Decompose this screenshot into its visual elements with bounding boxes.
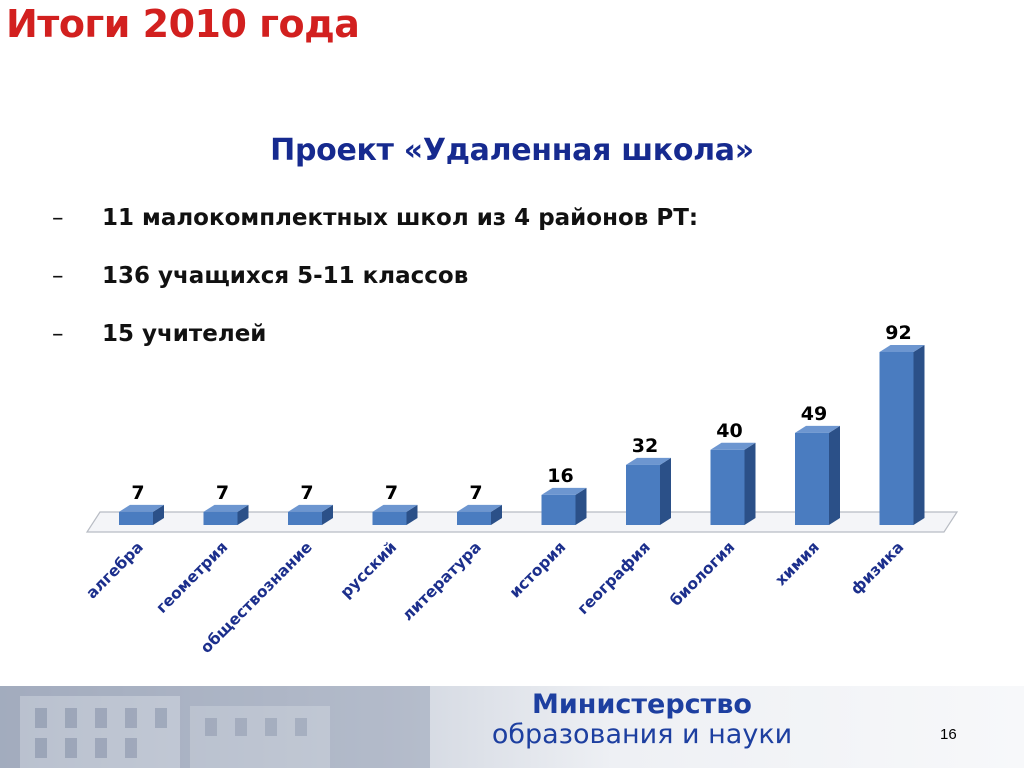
- bar: [372, 511, 407, 525]
- bullet-dash: –: [52, 205, 64, 231]
- bar-top: [119, 504, 164, 512]
- project-subtitle: Проект «Удаленная школа»: [270, 133, 754, 168]
- bar-side: [406, 504, 418, 525]
- bar-top: [879, 345, 925, 352]
- bar: [457, 511, 491, 525]
- bar-side: [575, 487, 587, 525]
- data-label: 16: [547, 465, 573, 487]
- category-label: литература: [399, 538, 485, 624]
- bar: [626, 464, 660, 525]
- bar-side: [913, 345, 925, 525]
- bar-side: [744, 442, 756, 525]
- bar: [710, 449, 745, 525]
- ministry-line-1: Министерство: [532, 689, 752, 720]
- bar: [541, 494, 576, 525]
- bar-top: [626, 457, 671, 465]
- bar-top: [541, 487, 587, 495]
- data-label: 7: [300, 482, 313, 504]
- category-label: биология: [667, 538, 739, 610]
- bar-top: [710, 442, 756, 450]
- bar: [119, 511, 153, 525]
- category-label: геометрия: [153, 538, 232, 617]
- data-label: 32: [632, 435, 658, 457]
- bar-side: [829, 425, 840, 525]
- data-label: 40: [716, 420, 742, 442]
- bar: [879, 352, 914, 525]
- bar-top: [795, 425, 840, 433]
- category-label: алгебра: [83, 538, 147, 602]
- bar-top: [203, 504, 249, 512]
- data-label: 7: [131, 482, 144, 504]
- category-label: география: [574, 538, 654, 618]
- ministry-line-2: образования и науки: [491, 719, 793, 750]
- bar-side: [491, 504, 502, 525]
- building-photo: [0, 686, 430, 768]
- bar-side: [660, 457, 671, 525]
- bar-top: [457, 504, 502, 512]
- bar: [795, 432, 829, 525]
- bar-side: [322, 504, 333, 525]
- bar: [203, 511, 238, 525]
- subject-bar-chart: 7алгебра7геометрия7обществознание7русски…: [83, 322, 959, 657]
- bar-side: [237, 504, 249, 525]
- category-label: физика: [847, 538, 907, 598]
- category-label: история: [506, 538, 569, 601]
- bar-side: [153, 504, 164, 525]
- bullet-text: 136 учащихся 5-11 классов: [102, 263, 469, 289]
- ministry-logo-text: Министерство образования и науки: [432, 690, 852, 750]
- footer-band: [0, 686, 1024, 768]
- bullet-dash: –: [52, 321, 64, 347]
- page-number: 16: [940, 726, 957, 743]
- bullet-text: 15 учителей: [102, 321, 267, 347]
- data-label: 92: [885, 322, 911, 344]
- bullet-text: 11 малокомплектных школ из 4 районов РТ:: [102, 205, 699, 231]
- page-title: Итоги 2010 года: [6, 2, 360, 46]
- bar: [288, 511, 322, 525]
- bullet-dash: –: [52, 263, 64, 289]
- bar-top: [288, 504, 333, 512]
- data-label: 49: [801, 403, 827, 425]
- data-label: 7: [216, 482, 229, 504]
- bar-top: [372, 504, 418, 512]
- category-label: русский: [337, 538, 401, 602]
- data-label: 7: [385, 482, 398, 504]
- category-label: химия: [772, 538, 823, 589]
- data-label: 7: [469, 482, 482, 504]
